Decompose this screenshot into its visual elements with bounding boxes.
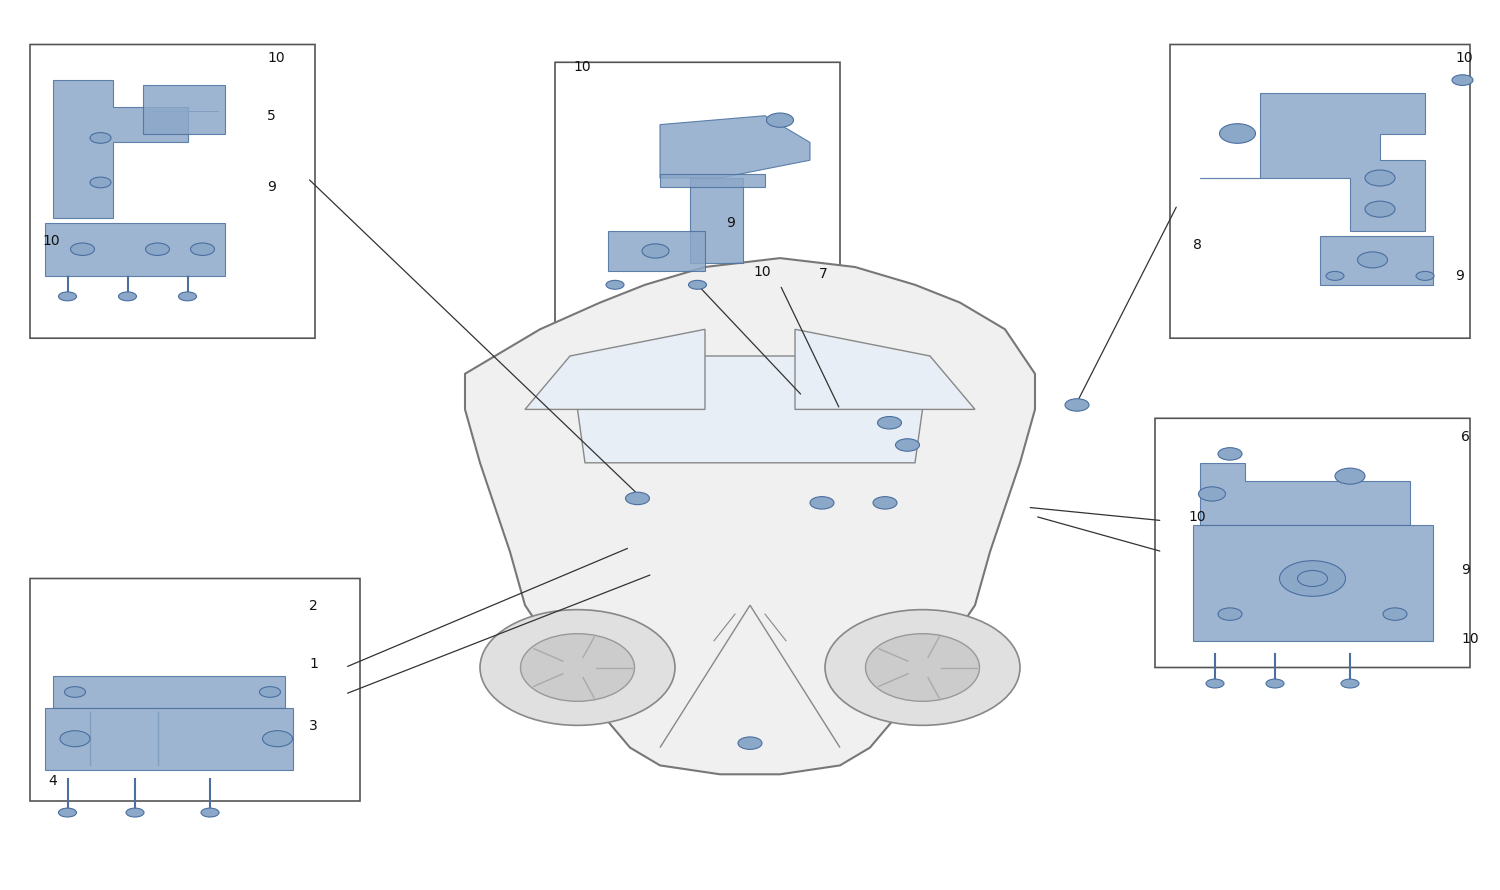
Ellipse shape (1198, 487, 1225, 501)
Ellipse shape (1416, 271, 1434, 280)
Ellipse shape (1326, 271, 1344, 280)
Ellipse shape (738, 737, 762, 749)
Ellipse shape (1065, 399, 1089, 411)
Polygon shape (45, 708, 292, 770)
Ellipse shape (1358, 252, 1388, 268)
Ellipse shape (810, 497, 834, 509)
Ellipse shape (642, 244, 669, 258)
Text: 10: 10 (1188, 510, 1206, 523)
Ellipse shape (262, 731, 292, 747)
Polygon shape (142, 85, 225, 134)
Polygon shape (1192, 525, 1432, 641)
Polygon shape (45, 222, 225, 276)
Text: 1: 1 (309, 657, 318, 670)
Polygon shape (795, 329, 975, 409)
Ellipse shape (1335, 468, 1365, 484)
Ellipse shape (1218, 608, 1242, 620)
Text: 6: 6 (1461, 430, 1470, 443)
Ellipse shape (90, 177, 111, 188)
Circle shape (865, 634, 980, 701)
Ellipse shape (1383, 608, 1407, 620)
Ellipse shape (1218, 448, 1242, 460)
Ellipse shape (1341, 679, 1359, 688)
Ellipse shape (58, 808, 76, 817)
Text: 10: 10 (753, 265, 771, 279)
Ellipse shape (626, 492, 650, 505)
Text: 8: 8 (1192, 239, 1202, 252)
Polygon shape (465, 258, 1035, 774)
Text: 2: 2 (309, 599, 318, 612)
Circle shape (520, 634, 634, 701)
Text: 9: 9 (267, 181, 276, 194)
Ellipse shape (688, 280, 706, 289)
Ellipse shape (90, 133, 111, 143)
Polygon shape (608, 231, 705, 271)
Polygon shape (660, 116, 810, 178)
Polygon shape (53, 80, 188, 218)
Ellipse shape (1365, 201, 1395, 217)
Polygon shape (1200, 93, 1425, 231)
Text: 10: 10 (267, 52, 285, 65)
Circle shape (480, 610, 675, 725)
Text: 5: 5 (267, 109, 276, 123)
Ellipse shape (260, 687, 280, 698)
Polygon shape (570, 356, 930, 463)
FancyBboxPatch shape (1155, 418, 1470, 668)
Ellipse shape (896, 439, 920, 451)
Polygon shape (690, 178, 742, 263)
Circle shape (825, 610, 1020, 725)
Ellipse shape (1220, 124, 1256, 143)
Ellipse shape (1365, 170, 1395, 186)
Ellipse shape (60, 731, 90, 747)
Ellipse shape (1206, 679, 1224, 688)
Text: 9: 9 (1461, 563, 1470, 577)
Ellipse shape (70, 243, 94, 255)
Text: 10: 10 (42, 234, 60, 247)
Ellipse shape (190, 243, 214, 255)
Ellipse shape (178, 292, 196, 301)
Ellipse shape (1280, 561, 1346, 596)
FancyBboxPatch shape (1170, 44, 1470, 338)
Ellipse shape (766, 113, 794, 127)
Ellipse shape (58, 292, 76, 301)
Ellipse shape (118, 292, 136, 301)
Text: 7: 7 (819, 267, 828, 280)
Ellipse shape (126, 808, 144, 817)
Polygon shape (53, 676, 285, 708)
FancyBboxPatch shape (555, 62, 840, 329)
Polygon shape (660, 174, 765, 187)
Ellipse shape (1452, 75, 1473, 85)
Ellipse shape (606, 280, 624, 289)
Ellipse shape (64, 687, 86, 698)
Text: 9: 9 (726, 216, 735, 230)
Ellipse shape (1298, 570, 1328, 587)
Ellipse shape (146, 243, 170, 255)
FancyBboxPatch shape (30, 44, 315, 338)
FancyBboxPatch shape (30, 578, 360, 801)
Text: 4: 4 (48, 774, 57, 788)
Text: 3: 3 (309, 719, 318, 732)
Polygon shape (1320, 236, 1432, 285)
Text: 9: 9 (1455, 270, 1464, 283)
Text: 10: 10 (1461, 632, 1479, 645)
Polygon shape (525, 329, 705, 409)
Ellipse shape (201, 808, 219, 817)
Polygon shape (1200, 463, 1410, 525)
Ellipse shape (1266, 679, 1284, 688)
Ellipse shape (873, 497, 897, 509)
Ellipse shape (878, 417, 902, 429)
Text: 10: 10 (573, 61, 591, 74)
Text: 10: 10 (1455, 52, 1473, 65)
